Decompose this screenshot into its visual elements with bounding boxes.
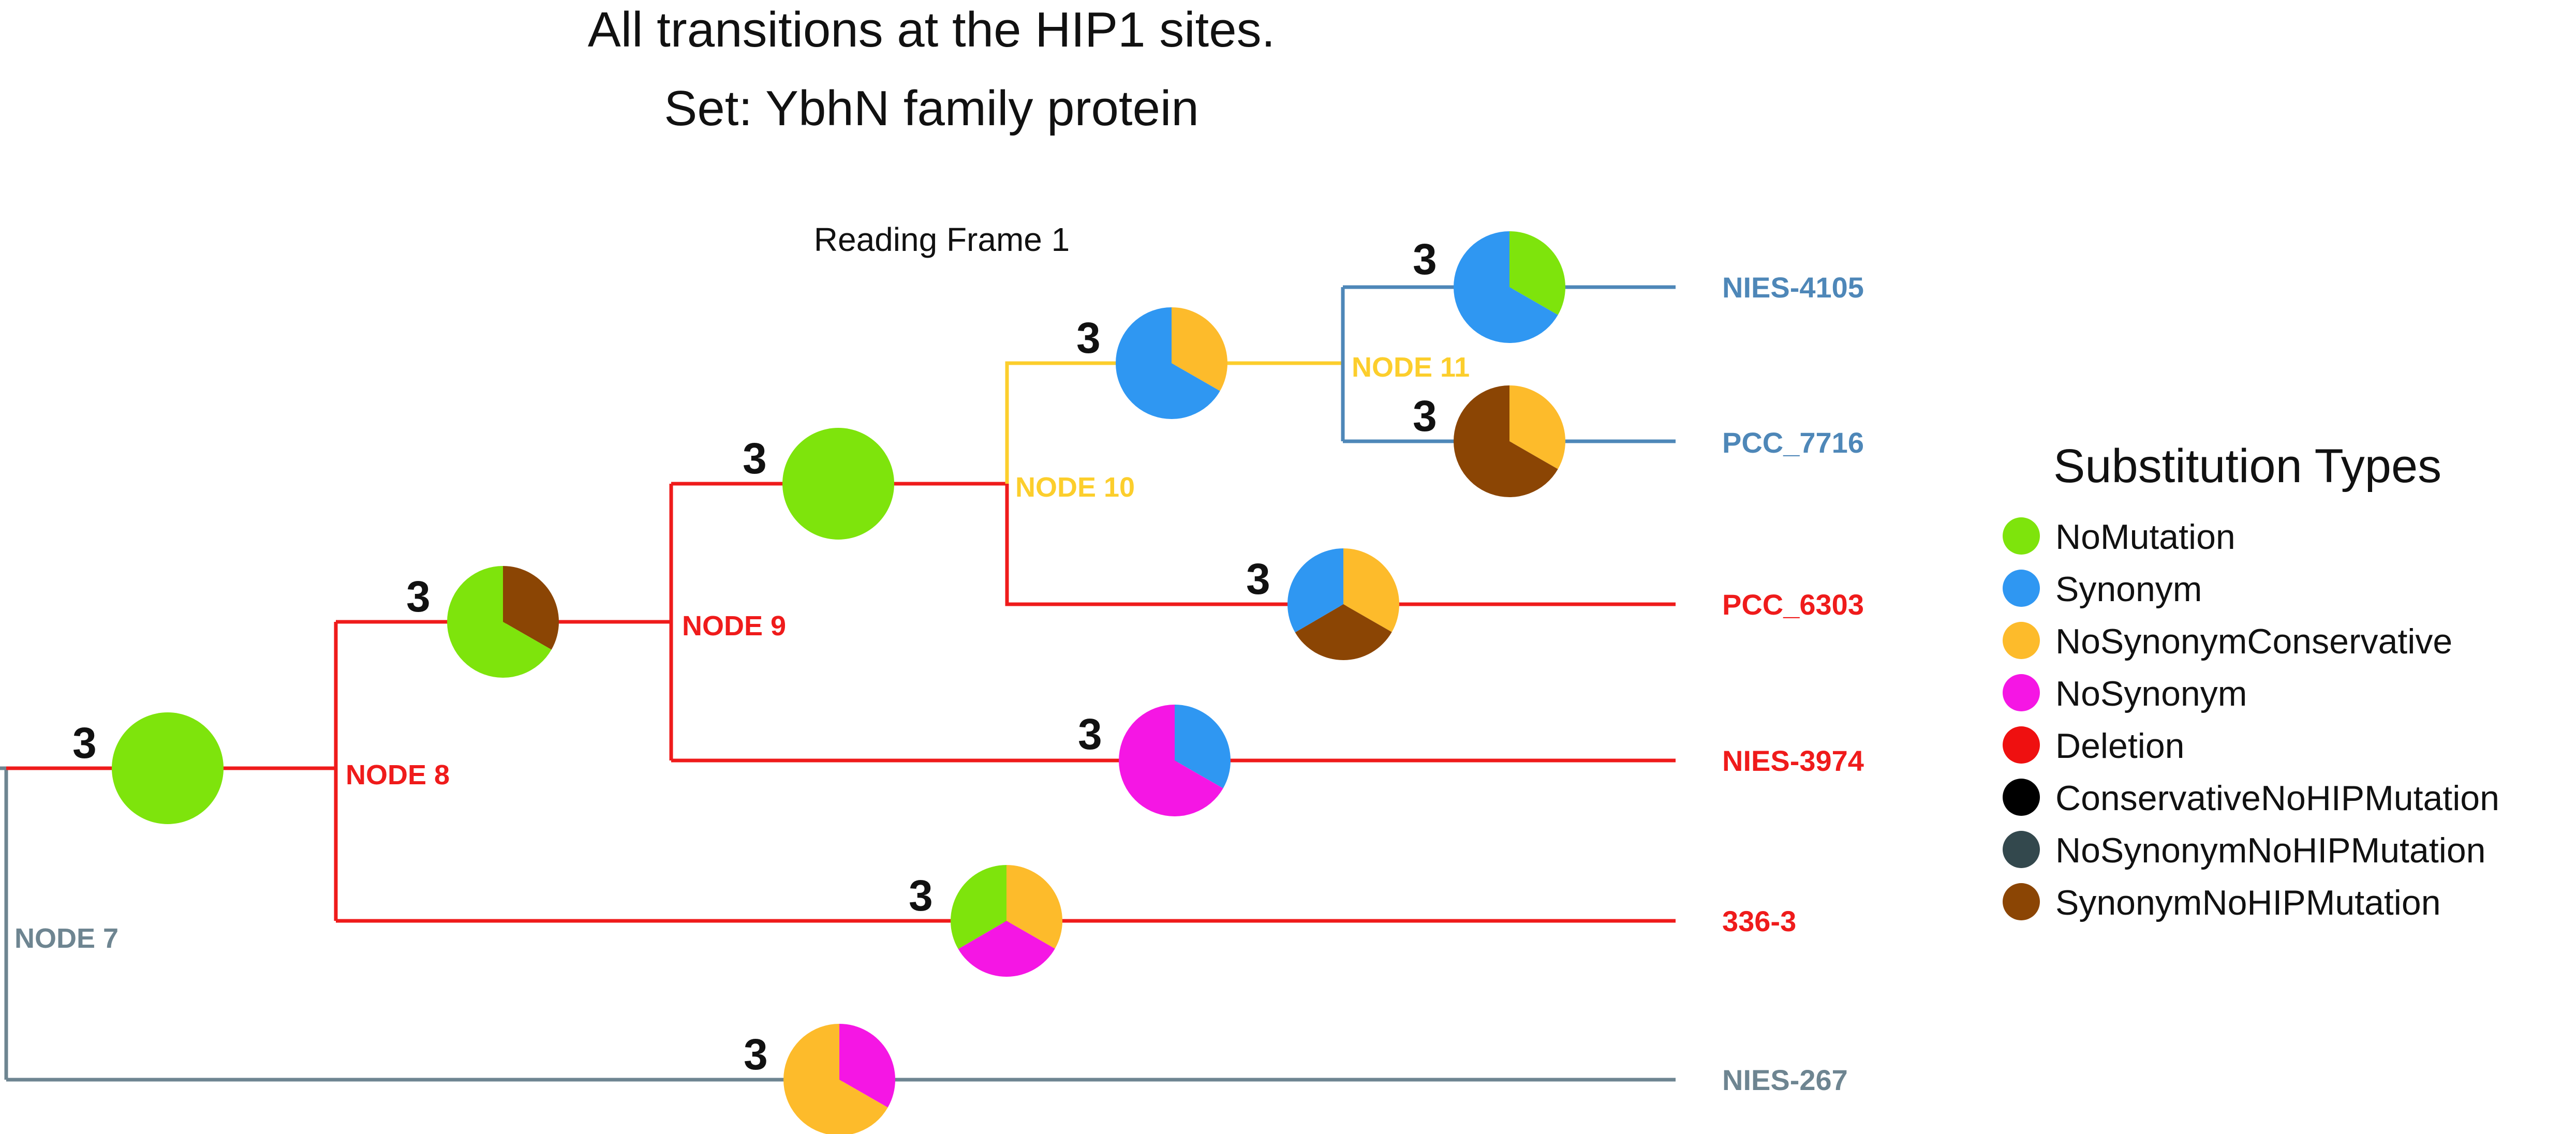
legend-title: Substitution Types [2053,440,2441,493]
legend-swatch-SynonymNoHIPMutation [2003,883,2040,920]
pie-slice-NoMutation [112,712,224,824]
legend-swatch-ConservativeNoHIPMutation [2003,779,2040,816]
pie-slice-NoSynonymConservative [1172,307,1227,391]
branch-node7-root [0,766,8,1080]
figure-title-line1: All transitions at the HIP1 sites. [588,2,1276,57]
legend-label-NoSynonym: NoSynonym [2055,674,2247,713]
pie-nies4105 [1453,231,1565,343]
pie-counts: 3 3 3 3 3 3 3 3 3 3 [72,235,1437,1079]
branch-node10-lower [1005,484,1676,606]
pie-slice-NoMutation [1509,231,1565,315]
legend-label-Deletion: Deletion [2055,726,2185,766]
pie-336-3 [951,865,1062,977]
legend-label-ConservativeNoHIPMutation: ConservativeNoHIPMutation [2055,779,2499,818]
pie-node9 [782,428,894,540]
pie-pcc7716 [1453,385,1565,497]
pie-slice-NoMutation [447,566,552,678]
node-label-7: NODE 7 [14,923,119,954]
count-pcc7716: 3 [1413,392,1437,440]
node-label-11: NODE 11 [1352,352,1470,383]
count-pcc6303: 3 [1246,555,1270,603]
pie-slice-SynonymNoHIPMutation [503,566,559,650]
pie-nies267 [783,1024,895,1134]
count-336-3: 3 [909,871,933,920]
pie-node10 [1115,307,1227,419]
pie-node8 [447,566,559,678]
pie-node7 [112,712,224,824]
pie-slice-NoSynonym [1118,705,1223,817]
count-nies4105: 3 [1413,235,1437,284]
legend-swatch-Synonym [2003,570,2040,607]
pie-slice-SynonymNoHIPMutation [1295,604,1392,660]
pie-slice-Synonym [1453,231,1558,343]
count-node10: 3 [1076,314,1101,362]
pie-charts [112,231,1565,1134]
node-labels: NODE 7 NODE 8 NODE 9 NODE 10 NODE 11 [14,352,1470,954]
legend: Substitution Types NoMutation Synonym NoSy… [2003,440,2499,922]
count-node7: 3 [72,719,97,767]
pie-slice-Synonym [1175,705,1231,788]
leaf-label-336-3: 336-3 [1722,905,1796,937]
pie-slice-NoSynonymConservative [1343,548,1399,632]
leaf-label-nies267: NIES-267 [1722,1064,1848,1096]
legend-swatch-NoSynonym [2003,674,2040,711]
pie-slice-SynonymNoHIPMutation [1453,385,1558,497]
legend-swatch-Deletion [2003,726,2040,764]
pie-slice-Synonym [1115,307,1220,419]
pie-slice-NoSynonym [958,921,1055,977]
reading-frame-label: Reading Frame 1 [814,221,1070,258]
leaf-label-nies4105: NIES-4105 [1722,271,1864,304]
pie-nies3974 [1118,705,1231,817]
pie-slice-NoSynonymConservative [1006,865,1062,949]
legend-swatch-NoSynonymNoHIPMutation [2003,831,2040,868]
pie-slice-NoSynonym [839,1024,895,1108]
branch-node10-upper [1005,361,1343,484]
pie-pcc6303 [1287,548,1399,660]
count-nies267: 3 [744,1030,768,1079]
legend-label-Synonym: Synonym [2055,570,2202,609]
pie-slice-Synonym [1287,548,1343,633]
legend-label-NoSynonymNoHIPMutation: NoSynonymNoHIPMutation [2055,831,2485,870]
node-label-8: NODE 8 [346,759,450,790]
count-node9: 3 [743,434,767,483]
pie-slice-NoMutation [951,865,1006,949]
leaf-label-pcc6303: PCC_6303 [1722,588,1864,621]
leaf-labels: NIES-4105 PCC_7716 PCC_6303 NIES-3974 33… [1722,271,1864,1096]
node-label-9: NODE 9 [682,610,786,641]
legend-items: NoMutationSynonymNoSynonymConservativeNo… [2003,517,2499,922]
leaf-label-pcc7716: PCC_7716 [1722,426,1864,459]
count-node8: 3 [406,572,431,621]
legend-swatch-NoSynonymConservative [2003,622,2040,659]
pie-slice-NoSynonymConservative [783,1024,888,1134]
legend-label-SynonymNoHIPMutation: SynonymNoHIPMutation [2055,883,2441,922]
node-label-10: NODE 10 [1015,472,1135,503]
legend-swatch-NoMutation [2003,517,2040,555]
figure-title-line2: Set: YbhN family protein [664,81,1198,136]
pie-slice-NoMutation [782,428,894,540]
leaf-label-nies3974: NIES-3974 [1722,744,1864,777]
count-nies3974: 3 [1078,710,1102,758]
legend-label-NoSynonymConservative: NoSynonymConservative [2055,622,2452,661]
legend-label-NoMutation: NoMutation [2055,517,2236,557]
pie-slice-NoSynonymConservative [1509,385,1565,469]
